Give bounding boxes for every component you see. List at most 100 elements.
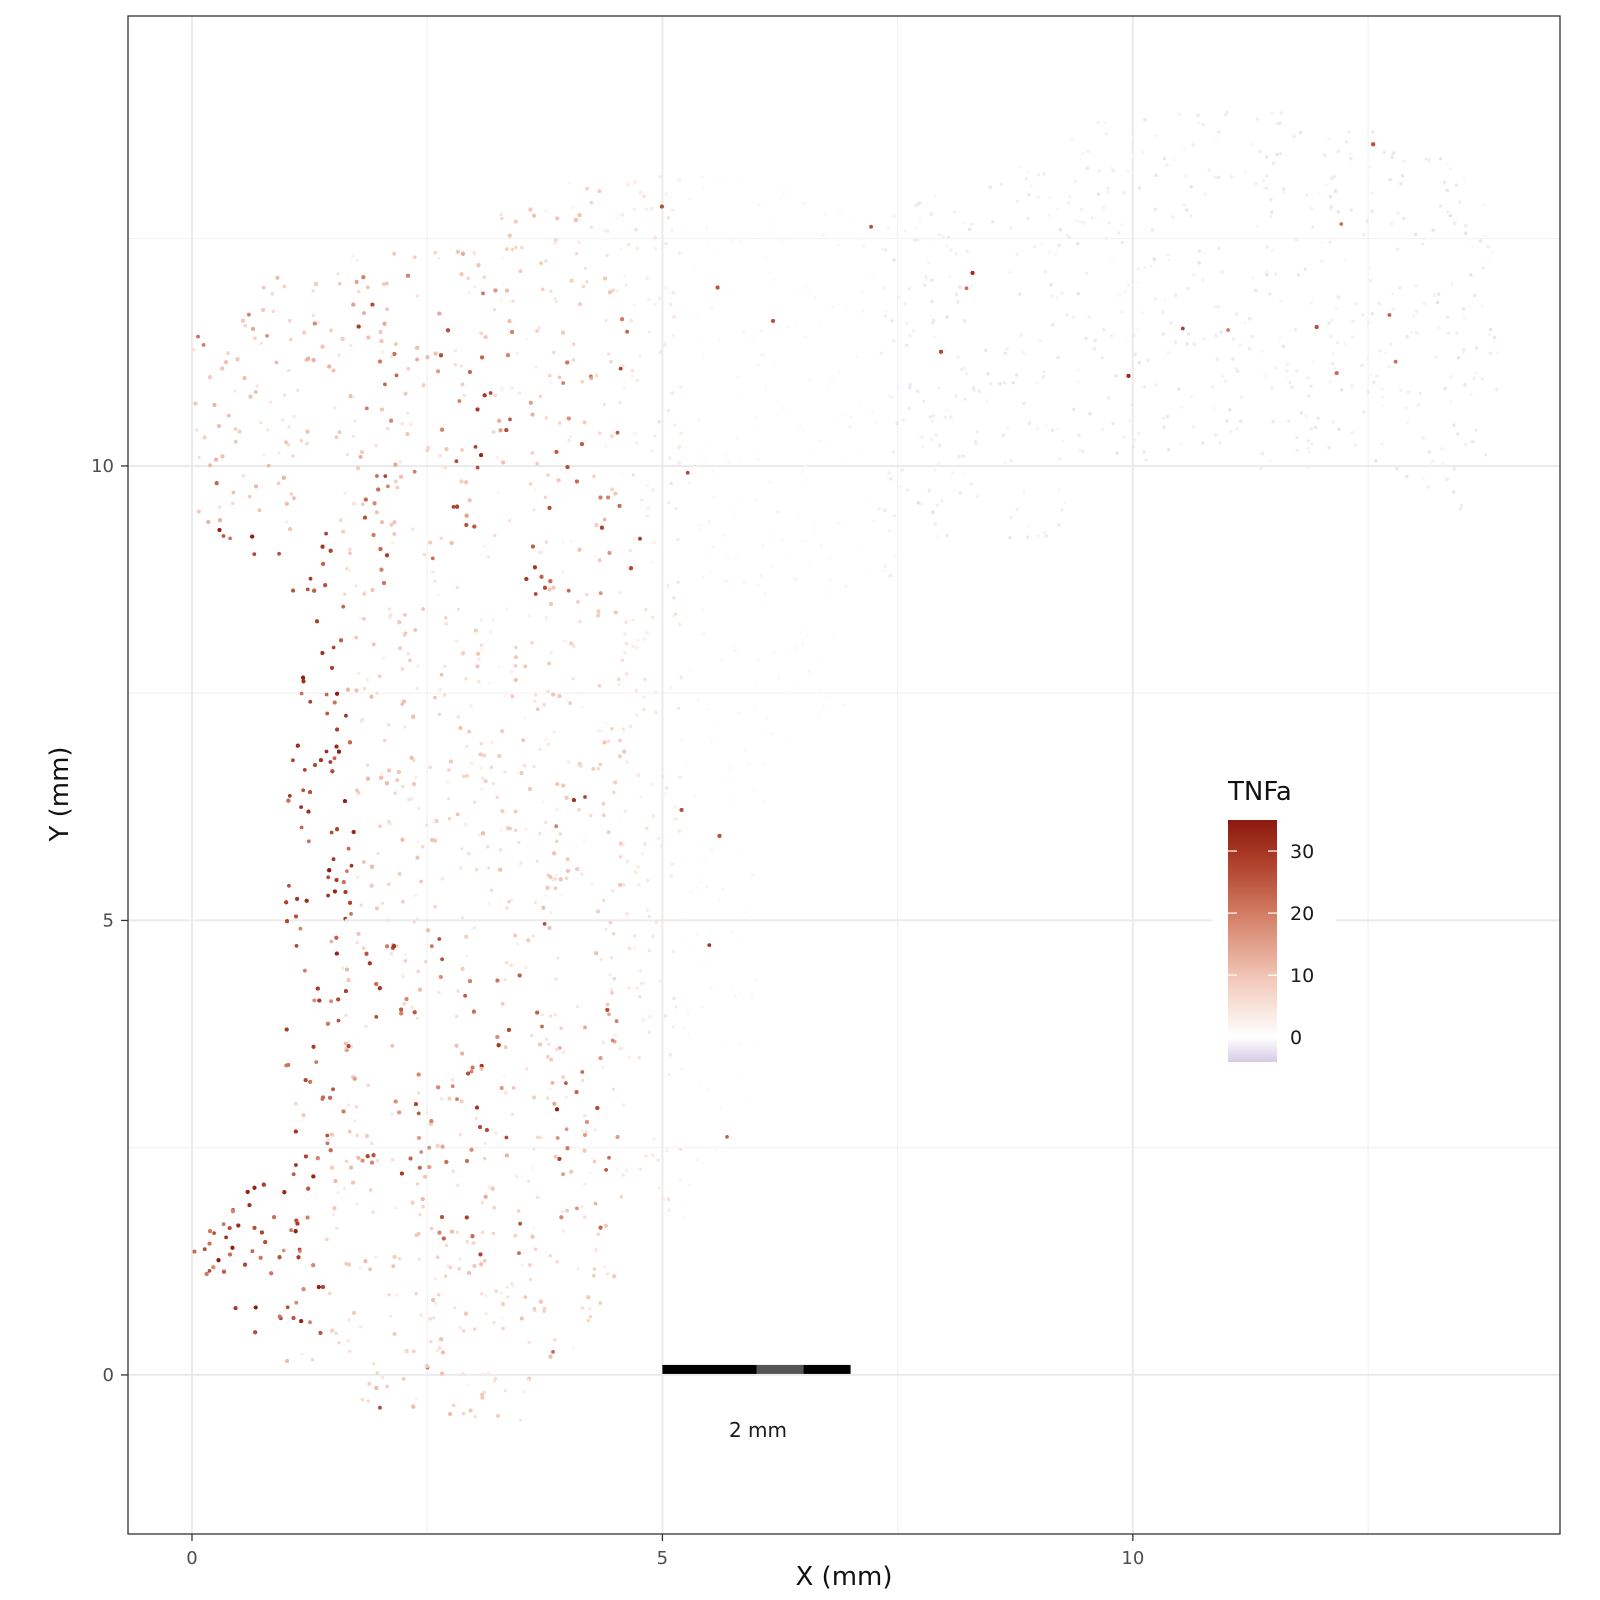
cell-point (349, 912, 353, 916)
cell-point (805, 457, 809, 461)
cell-point (621, 1103, 626, 1107)
cell-point (1166, 253, 1170, 257)
cell-point (969, 482, 974, 486)
cell-point (513, 809, 518, 814)
cell-point (948, 275, 952, 279)
cell-point (829, 589, 833, 593)
cell-point (351, 254, 355, 258)
cell-point (970, 222, 974, 226)
cell-point (667, 1072, 671, 1076)
cell-point (751, 491, 755, 495)
cell-point (416, 664, 420, 668)
cell-point (437, 256, 441, 260)
cell-point (965, 249, 970, 254)
cell-point (926, 238, 930, 242)
cell-point (429, 1226, 434, 1231)
cell-point (447, 797, 451, 801)
cell-point (1103, 120, 1107, 124)
cell-point (403, 725, 407, 729)
cell-point (493, 1379, 497, 1383)
cell-point (566, 588, 571, 593)
cell-point (1306, 465, 1310, 469)
cell-point (291, 1172, 296, 1177)
cell-point (208, 463, 213, 468)
cell-point (785, 736, 789, 741)
cell-point (763, 386, 768, 390)
cell-point (735, 844, 740, 849)
cell-point (540, 1024, 544, 1029)
cell-point (1094, 216, 1098, 220)
cell-point (757, 203, 762, 207)
cell-point (630, 374, 634, 378)
cell-point (549, 911, 553, 915)
cell-point (491, 430, 496, 434)
cell-point (483, 779, 488, 784)
cell-point (247, 312, 251, 317)
cell-point (733, 515, 737, 519)
cell-point (1421, 476, 1425, 480)
cell-point (697, 856, 701, 860)
cell-point (473, 445, 478, 449)
cell-point (546, 1054, 550, 1059)
cell-point (285, 520, 289, 524)
cell-point (732, 845, 736, 849)
cell-point (538, 1136, 542, 1140)
cell-point (903, 302, 907, 306)
cell-point (1197, 121, 1201, 125)
cell-point (282, 284, 287, 289)
cell-point (1324, 183, 1328, 187)
cell-point (858, 547, 862, 551)
cell-point (358, 1266, 362, 1270)
cell-point (433, 904, 437, 909)
cell-point (688, 945, 692, 949)
cell-point (394, 373, 399, 378)
cell-point (625, 329, 629, 334)
cell-point (374, 1015, 379, 1019)
cell-point (455, 1097, 459, 1101)
cell-point (549, 1057, 554, 1062)
cell-point (517, 840, 521, 845)
cell-point (509, 963, 513, 967)
cell-point (525, 1067, 529, 1071)
cell-point (403, 952, 407, 957)
cell-point (491, 781, 496, 786)
cell-point (1268, 459, 1273, 463)
cell-point (1306, 446, 1310, 450)
cell-point (201, 343, 206, 347)
cell-point (1380, 395, 1385, 399)
cell-point (1351, 335, 1355, 339)
cell-point (480, 787, 484, 791)
cell-point (567, 438, 571, 442)
cell-point (717, 838, 721, 842)
cell-point (531, 1166, 535, 1170)
cell-point (505, 906, 509, 910)
cell-point (1348, 152, 1352, 156)
cell-point (638, 536, 642, 541)
cell-point (804, 278, 808, 282)
cell-point (702, 459, 706, 463)
cell-point (539, 261, 543, 265)
cell-point (1269, 214, 1273, 219)
cell-point (411, 1349, 416, 1354)
cell-point (703, 979, 707, 983)
cell-point (615, 430, 620, 435)
cell-point (1057, 457, 1061, 461)
cell-point (1387, 313, 1392, 317)
cell-point (347, 1040, 351, 1044)
cell-point (1153, 134, 1157, 138)
cell-point (374, 443, 378, 448)
cell-point (1149, 264, 1154, 268)
cell-point (721, 176, 725, 180)
cell-point (1464, 442, 1468, 447)
cell-point (325, 1133, 330, 1138)
cell-point (195, 428, 199, 432)
cell-point (1309, 301, 1313, 305)
cell-point (892, 514, 896, 518)
cell-point (855, 454, 860, 458)
cell-point (1243, 171, 1247, 175)
cell-point (287, 794, 292, 798)
cell-point (1154, 383, 1158, 387)
cell-point (687, 763, 691, 767)
cell-point (387, 607, 391, 611)
cell-point (465, 954, 469, 959)
